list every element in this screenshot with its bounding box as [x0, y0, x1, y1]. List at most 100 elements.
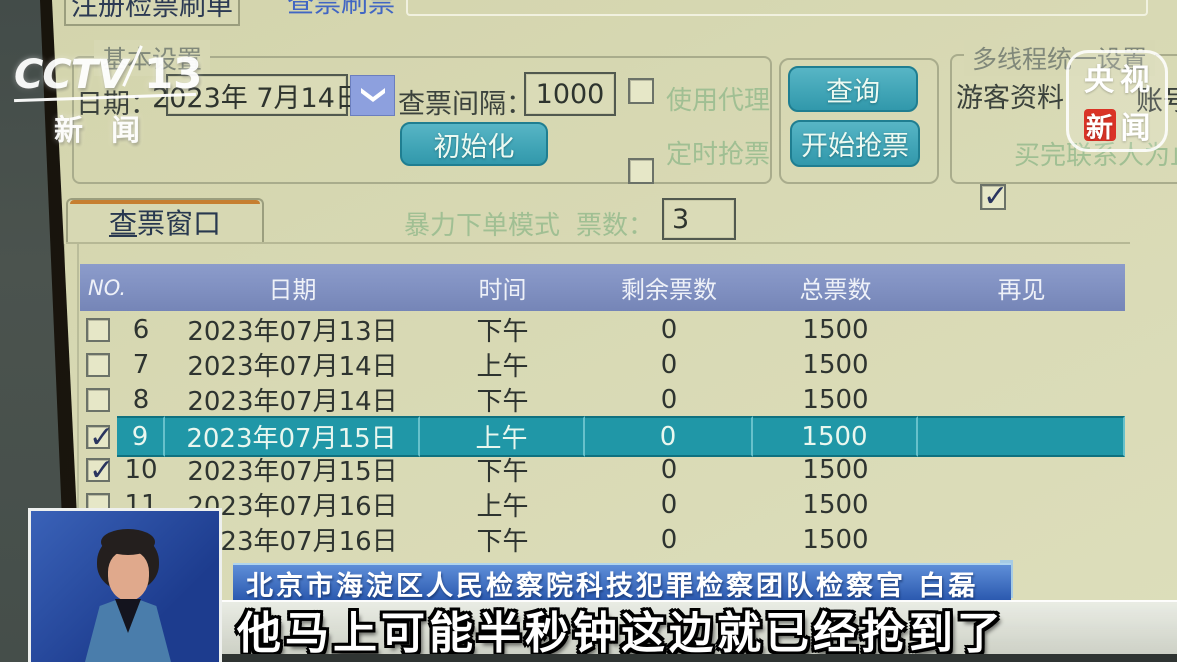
cctv13-logo: CCTV 13 新闻: [14, 44, 214, 147]
column-header-farewell: 再见: [997, 276, 1046, 304]
timed-grab-label: 定时抢票: [666, 140, 771, 170]
buy-until-contact-checkbox[interactable]: [980, 179, 1008, 214]
row-checkbox[interactable]: [86, 317, 110, 342]
cell-farewell: [918, 311, 1125, 348]
speaker-caption-bar: 北京市海淀区人民检察院科技犯罪检察团队检察官 白磊: [233, 563, 1011, 602]
cell-remaining: 0: [660, 524, 678, 555]
cell-time: 下午: [476, 387, 529, 417]
table-row-selected[interactable]: 9 2023年07月15日 上午 0 1500: [80, 416, 1125, 457]
cell-date: 2023年07月15日: [187, 457, 398, 487]
cell-total: 1500: [802, 384, 869, 415]
anchor-face: [108, 551, 149, 601]
tab-register-label: 注册检票刷单: [71, 0, 233, 22]
subtitle-band: 他马上可能半秒钟这边就已经抢到了: [222, 600, 1177, 659]
cell-time: 下午: [476, 457, 529, 487]
cell-date: 2023年07月14日: [187, 352, 398, 382]
cctv-logo-text: CCTV: [14, 52, 128, 98]
start-grab-button[interactable]: 开始抢票: [790, 120, 920, 167]
tab-register[interactable]: 注册检票刷单: [64, 0, 240, 26]
date-combobox[interactable]: 2023年 7月14日: [152, 74, 362, 116]
date-dropdown-button[interactable]: [350, 75, 395, 116]
cell-time: 上午: [476, 492, 529, 522]
cell-total: 1500: [802, 314, 869, 345]
cell-no: 8: [132, 384, 150, 415]
cell-remaining: 0: [585, 416, 753, 457]
cell-remaining: 0: [660, 314, 678, 345]
cell-time: 上午: [420, 416, 585, 457]
cell-farewell: [918, 416, 1125, 457]
cell-total: 1500: [802, 454, 869, 485]
interval-label: 查票间隔：: [398, 89, 533, 120]
visitor-data-text: 游客资料: [956, 83, 1064, 114]
basic-settings-title: 基本设置: [94, 40, 211, 76]
table-row[interactable]: 8 2023年07月14日 下午 0 1500: [80, 381, 1125, 418]
news-logo-bottom-text: 闻: [1120, 111, 1151, 146]
table-header: NO. 日期 时间 剩余票数 总票数 再见: [80, 264, 1125, 311]
ticket-count-label: 票数：: [576, 211, 655, 241]
cell-total: 1500: [802, 489, 869, 520]
table-row[interactable]: 11 2023年07月16日 上午 0 1500: [80, 486, 1125, 523]
cctv-channel-number: 13: [143, 49, 203, 98]
table-body: 6 2023年07月13日 下午 0 1500 7 2023年07月14日 上午…: [80, 311, 1125, 558]
anchor-hair-bangs: [101, 529, 155, 555]
tab-ticket-window[interactable]: 查票窗口: [66, 198, 264, 244]
subtitle-text: 他马上可能半秒钟这边就已经抢到了: [237, 608, 1005, 659]
cell-time: 下午: [476, 527, 529, 557]
use-proxy-label: 使用代理: [666, 86, 771, 116]
cell-total: 1500: [802, 349, 869, 380]
initialize-button[interactable]: 初始化: [400, 122, 548, 166]
cell-date: 2023年07月16日: [187, 492, 398, 522]
row-checkbox[interactable]: [86, 352, 110, 377]
column-header-total: 总票数: [799, 276, 872, 304]
cell-farewell: [918, 346, 1125, 383]
table-row[interactable]: 12 2023年07月16日 下午 0 1500: [80, 521, 1125, 558]
tab-ticket-window-label: 查票窗口: [108, 207, 222, 240]
cell-total: 1500: [753, 416, 918, 457]
table-row[interactable]: 7 2023年07月14日 上午 0 1500: [80, 346, 1125, 383]
ticket-count-input[interactable]: 3: [662, 198, 736, 240]
table-row[interactable]: 6 2023年07月13日 下午 0 1500: [80, 311, 1125, 348]
row-checkbox[interactable]: [86, 420, 114, 455]
column-header-time: 时间: [478, 276, 527, 304]
cell-total: 1500: [802, 524, 869, 555]
chevron-down-icon: [359, 85, 387, 107]
basic-settings-groupbox: [72, 56, 772, 184]
cell-time: 下午: [476, 317, 529, 347]
cctv-news-subtext: 新闻: [54, 113, 169, 147]
anchor-pip-video: [28, 508, 222, 662]
row-checkbox[interactable]: [86, 453, 114, 488]
pane-left-border-inner: [77, 244, 79, 662]
tab-accent-line: [70, 200, 260, 204]
cell-farewell: [918, 381, 1125, 418]
timed-grab-checkbox[interactable]: [628, 158, 654, 184]
cell-no: 9: [117, 416, 165, 457]
cell-remaining: 0: [660, 454, 678, 485]
cell-remaining: 0: [660, 489, 678, 520]
query-button[interactable]: 查询: [788, 66, 918, 112]
top-pane-border: [406, 0, 1148, 16]
cell-farewell: [918, 486, 1125, 523]
cell-no: 6: [132, 314, 150, 345]
cell-date: 2023年07月13日: [187, 317, 398, 347]
bottom-dark-strip: [222, 654, 1177, 662]
row-checkbox[interactable]: [86, 387, 110, 412]
cell-date: 2023年07月14日: [187, 387, 398, 417]
table-row[interactable]: 10 2023年07月15日 下午 0 1500: [80, 451, 1125, 488]
brute-mode-label: 暴力下单模式: [404, 211, 561, 241]
tab-query-label: 查票刷票: [287, 0, 395, 19]
column-header-date: 日期: [268, 276, 317, 304]
use-proxy-checkbox[interactable]: [628, 78, 654, 104]
cell-farewell: [918, 521, 1125, 558]
cell-no: 10: [124, 454, 158, 485]
column-header-remaining: 剩余票数: [621, 276, 717, 304]
interval-input[interactable]: 1000: [524, 72, 616, 116]
multithread-title: 多线程统一设置: [964, 40, 1156, 76]
cell-farewell: [918, 451, 1125, 488]
tab-query[interactable]: 查票刷票: [256, 0, 426, 22]
action-buttons-groupbox: [779, 58, 939, 184]
cell-date: 2023年07月16日: [187, 527, 398, 557]
account-text: 账号: [1136, 86, 1177, 117]
pane-top-border: [66, 242, 1130, 244]
